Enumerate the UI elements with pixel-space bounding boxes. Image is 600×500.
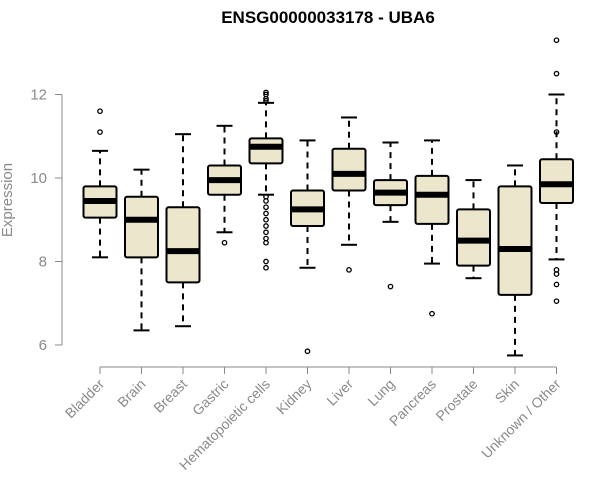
iqr-box xyxy=(124,195,159,259)
x-tick-label: Unknown / Other xyxy=(478,376,564,462)
outlier-point xyxy=(221,239,228,246)
outlier-point xyxy=(304,348,311,355)
y-axis: 6 8 10 12 xyxy=(30,87,63,354)
outlier-point xyxy=(263,223,269,229)
outlier-point xyxy=(263,235,269,242)
x-tick-label: Skin xyxy=(492,376,523,407)
outlier-point xyxy=(387,283,394,290)
box-group xyxy=(165,133,201,328)
outlier-point xyxy=(263,204,269,211)
box-group xyxy=(414,139,450,317)
box-group xyxy=(290,139,325,355)
x-tick-label: Liver xyxy=(323,376,356,409)
box-group xyxy=(207,124,242,246)
outlier-point xyxy=(429,310,435,317)
outlier-point xyxy=(553,281,560,288)
y-axis-label: Expression xyxy=(0,163,16,237)
iqr-box xyxy=(539,158,574,205)
outlier-point xyxy=(553,266,560,273)
iqr-box xyxy=(456,208,491,267)
x-tick-label: Brain xyxy=(114,376,148,410)
y-tick-label: 8 xyxy=(39,254,47,271)
outlier-point xyxy=(346,266,352,273)
outlier-point xyxy=(263,97,269,104)
iqr-box xyxy=(165,206,201,284)
iqr-box xyxy=(497,185,533,296)
box-group xyxy=(497,164,533,357)
outlier-point xyxy=(97,129,103,135)
boxes-layer xyxy=(82,37,574,357)
y-tick-label: 10 xyxy=(30,170,47,187)
box-group xyxy=(456,179,491,280)
chart-title: ENSG00000033178 - UBA6 xyxy=(221,8,435,27)
box-group xyxy=(124,168,159,332)
y-tick-label: 6 xyxy=(39,337,47,354)
x-tick-label: Bladder xyxy=(62,376,108,422)
y-tick-label: 12 xyxy=(30,87,47,104)
outlier-point xyxy=(263,89,269,96)
x-tick-label: Kidney xyxy=(273,376,315,418)
outlier-point xyxy=(553,37,560,44)
x-tick-label: Breast xyxy=(150,376,190,416)
outlier-point xyxy=(263,210,269,217)
outlier-point xyxy=(263,264,269,271)
box-group xyxy=(331,116,367,273)
outlier-point xyxy=(263,216,269,223)
outlier-point xyxy=(97,108,103,115)
box-group xyxy=(539,37,574,305)
outlier-point xyxy=(263,229,269,236)
outlier-point xyxy=(553,70,560,77)
iqr-box xyxy=(414,174,450,225)
x-tick-label: Lung xyxy=(364,376,397,409)
outlier-point xyxy=(263,258,269,265)
outlier-point xyxy=(263,193,269,200)
outlier-point xyxy=(553,129,560,135)
box-group xyxy=(373,141,408,290)
outlier-point xyxy=(553,298,560,305)
iqr-box xyxy=(331,147,367,192)
box-group xyxy=(248,89,284,271)
box-group xyxy=(82,108,118,259)
x-tick-label: Prostate xyxy=(432,376,480,424)
outlier-point xyxy=(263,91,269,98)
iqr-box xyxy=(248,137,284,165)
